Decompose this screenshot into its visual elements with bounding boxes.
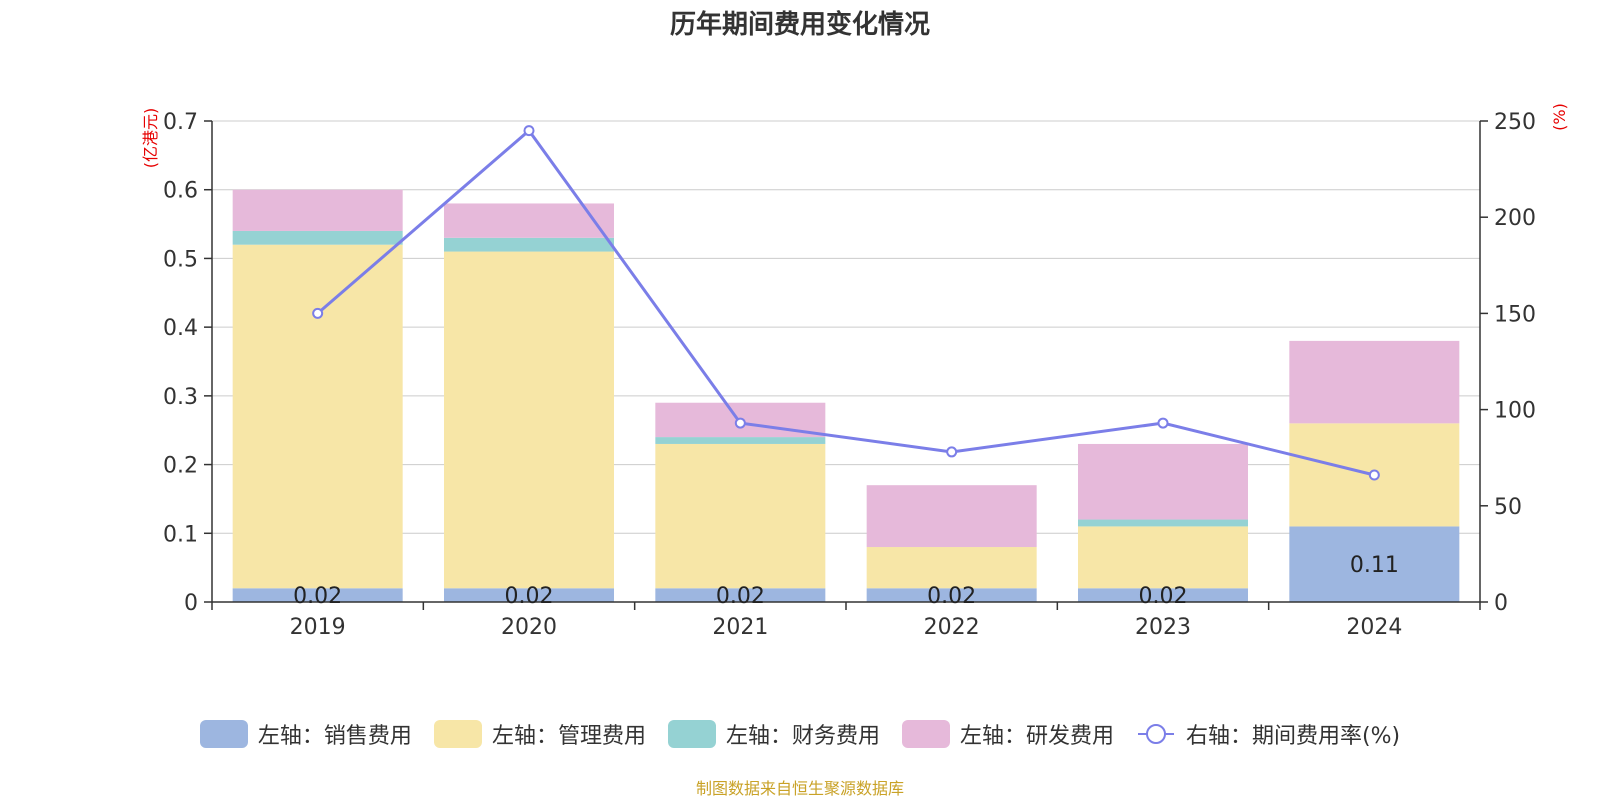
data-label-sales: 0.02 xyxy=(716,584,765,609)
chart-area: 0 0.1 0.2 0.3 0.4 0.5 0.6 0.7 0 50 100 150 200 250 (亿港… xyxy=(141,103,1569,640)
x-axis-tick-label: 2020 xyxy=(501,615,557,640)
bar-finance-2019 xyxy=(232,230,403,245)
line-rate-point-2021 xyxy=(734,417,746,429)
x-axis-tick-label: 2022 xyxy=(924,615,980,640)
bar-sales-2021 xyxy=(655,588,826,602)
right-axis-tick-label: 150 xyxy=(1494,302,1536,327)
right-axis-tick-label: 250 xyxy=(1494,110,1536,135)
legend-item-admin[interactable]: 左轴：管理费用 xyxy=(433,718,646,750)
right-axis-unit-label: (%) xyxy=(1550,103,1569,131)
left-axis-tick-label: 0.3 xyxy=(163,385,198,410)
bar-sales-2019 xyxy=(232,588,403,602)
legend-item-rate[interactable]: 右轴：期间费用率(%) xyxy=(1136,718,1400,750)
bar-admin-2020 xyxy=(444,251,614,589)
legend-label: 左轴：销售费用 xyxy=(257,724,412,749)
bar-rnd-2023 xyxy=(1078,443,1248,520)
bar-finance-2023 xyxy=(1078,519,1248,527)
chart-title: 历年期间费用变化情况 xyxy=(669,10,930,40)
bar-rnd-2022 xyxy=(866,485,1037,548)
bar-sales-2020 xyxy=(444,588,614,602)
legend-item-finance[interactable]: 左轴：财务费用 xyxy=(667,718,880,750)
data-label-sales: 0.11 xyxy=(1350,553,1399,578)
line-rate-series xyxy=(316,128,1375,477)
data-label-sales: 0.02 xyxy=(927,584,976,609)
line-rate-point-2023 xyxy=(1157,417,1169,429)
line-rate-point-2024 xyxy=(1368,469,1380,481)
bar-admin-2023 xyxy=(1078,526,1248,589)
right-axis-tick-label: 100 xyxy=(1494,399,1536,424)
data-label-sales: 0.02 xyxy=(505,584,554,609)
x-axis-tick-label: 2021 xyxy=(712,615,768,640)
bar-sales-2024 xyxy=(1289,526,1460,602)
legend-swatch xyxy=(199,720,248,748)
legend-label: 右轴：期间费用率(%) xyxy=(1185,724,1401,749)
bar-sales-2022 xyxy=(866,588,1037,602)
legend-label: 左轴：管理费用 xyxy=(491,724,646,749)
left-axis-tick-label: 0.7 xyxy=(163,110,198,135)
left-axis-tick-label: 0.6 xyxy=(163,179,198,204)
legend: 左轴：销售费用 左轴：管理费用 左轴：财务费用 左轴：研发费用 右轴：期间费用率(%) xyxy=(0,718,1600,750)
x-axis-tick-label: 2023 xyxy=(1135,615,1191,640)
line-rate-point-2019 xyxy=(312,307,324,319)
legend-swatch xyxy=(433,720,482,748)
legend-line-marker-icon xyxy=(1136,720,1176,748)
bar-rnd-2019 xyxy=(232,189,403,231)
left-axis-unit-label: (亿港元) xyxy=(141,108,160,169)
legend-label: 左轴：研发费用 xyxy=(959,724,1114,749)
left-axis-tick-label: 0.2 xyxy=(163,454,198,479)
bar-admin-2022 xyxy=(866,547,1037,589)
left-axis-tick-label: 0 xyxy=(184,591,198,616)
left-axis-tick-label: 0.4 xyxy=(163,316,198,341)
left-axis-tick-label: 0.1 xyxy=(163,522,198,547)
bar-admin-2019 xyxy=(232,244,403,589)
bar-rnd-2020 xyxy=(444,203,614,238)
data-label-sales: 0.02 xyxy=(293,584,342,609)
legend-label: 左轴：财务费用 xyxy=(725,724,880,749)
left-axis-tick-label: 0.5 xyxy=(163,247,198,272)
right-axis-tick-label: 0 xyxy=(1494,591,1508,616)
line-rate-point-2020 xyxy=(523,125,535,137)
bar-admin-2021 xyxy=(655,443,826,589)
legend-swatch xyxy=(901,720,950,748)
bar-sales-2023 xyxy=(1078,588,1248,602)
right-axis-tick-label: 200 xyxy=(1494,206,1536,231)
legend-swatch xyxy=(667,720,716,748)
bar-finance-2020 xyxy=(444,237,614,252)
x-axis-tick-label: 2024 xyxy=(1346,615,1402,640)
source-note: 制图数据来自恒生聚源数据库 xyxy=(695,779,904,798)
legend-item-rnd[interactable]: 左轴：研发费用 xyxy=(901,718,1114,750)
bar-finance-2021 xyxy=(655,437,826,444)
x-axis-tick-label: 2019 xyxy=(290,615,346,640)
right-axis-tick-label: 50 xyxy=(1494,495,1522,520)
line-rate-point-2022 xyxy=(946,446,958,458)
legend-item-sales[interactable]: 左轴：销售费用 xyxy=(199,718,412,750)
bar-rnd-2024 xyxy=(1289,340,1460,424)
data-label-sales: 0.02 xyxy=(1139,584,1188,609)
